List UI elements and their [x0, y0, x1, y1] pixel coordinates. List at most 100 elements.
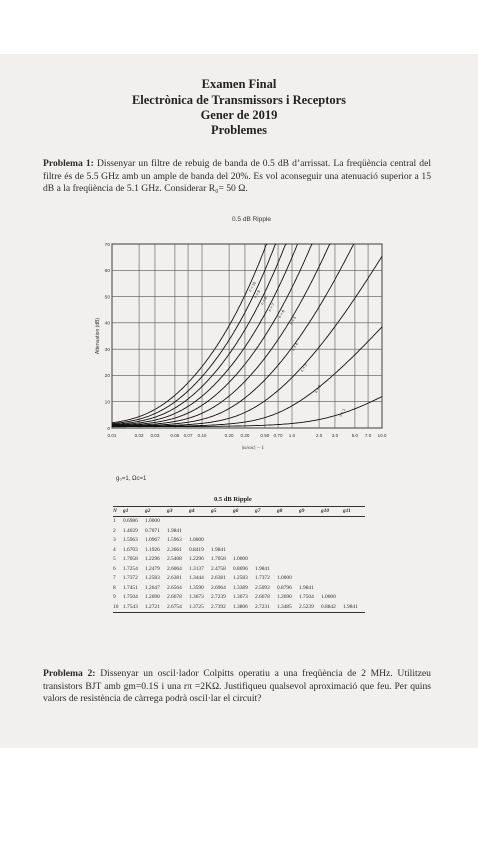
y-tick-label: 0 — [107, 426, 110, 432]
table-cell: 2.7392 — [211, 602, 233, 613]
table-cell — [321, 574, 343, 584]
table-cell: 1.9841 — [167, 527, 182, 534]
table-cell: 1.3673 — [233, 594, 248, 601]
table-header-cell: g2 — [145, 506, 167, 517]
table-cell — [321, 526, 343, 536]
series-curve — [111, 243, 268, 424]
series-curve — [111, 243, 277, 425]
series-label: n = 5 — [289, 316, 297, 325]
table-cell — [343, 564, 365, 574]
table-cell — [299, 536, 321, 546]
table-row: 8 1.7451 1.2647 2.6564 1.3590 2.6964 1.3389 2.5… — [113, 583, 365, 593]
x-tick-label: 1.0 — [289, 433, 296, 438]
table-row: 9 1.7504 1.2690 2.6678 1.3673 2.7239 1.3673 2.6… — [113, 593, 365, 603]
table-cell — [321, 536, 343, 546]
table-cell: 1.6703 — [123, 546, 138, 553]
table-cell — [343, 545, 365, 555]
table-cell: 2.6564 — [167, 584, 182, 591]
table-header-cell: g9 — [299, 506, 321, 517]
table-cell: 2.6678 — [255, 594, 270, 601]
table-cell: 1.2721 — [145, 602, 167, 613]
table-header-cell: g10 — [321, 506, 343, 517]
table-cell: 2.6064 — [167, 565, 182, 572]
table-cell — [321, 583, 343, 593]
table-cell — [255, 545, 277, 555]
x-tick-label: 0.50 — [260, 433, 269, 438]
table-cell — [233, 516, 255, 526]
series-curve — [112, 243, 299, 426]
table-cell — [343, 526, 365, 536]
table-header-cell: g1 — [123, 506, 145, 517]
table-cell: 1.2690 — [277, 594, 292, 601]
table-cell: 10 — [113, 602, 123, 613]
table-cell: 1.5963 — [123, 537, 138, 544]
table-cell: 1.9841 — [299, 584, 314, 591]
y-tick-label: 60 — [105, 268, 111, 274]
table-cell: 2.6678 — [167, 594, 182, 601]
table-row: 4 1.6703 1.1926 2.3661 0.8419 1.9841 — [113, 545, 365, 555]
series-label: n = 10 — [248, 281, 257, 292]
table-cell: 1.7254 — [123, 565, 138, 572]
table-cell: 2.6964 — [211, 584, 226, 591]
table-cell: 1.7058 — [123, 556, 138, 563]
table-cell: 1.0000 — [233, 556, 248, 563]
y-tick-label: 70 — [105, 242, 111, 248]
x-tick-label: 0.03 — [150, 433, 159, 438]
series-label: n = 2 — [314, 384, 322, 393]
table-cell: 1.2647 — [145, 584, 160, 591]
table-cell: 1.7372 — [255, 575, 270, 582]
table-cell: 2.6754 — [167, 602, 189, 613]
series-curve — [111, 256, 383, 427]
x-tick-label: 0.05 — [170, 433, 179, 438]
table-cell — [299, 526, 321, 536]
section-title: Problemes — [210, 123, 267, 137]
table-cell: 1.0000 — [145, 518, 160, 525]
table-row: 6 1.7254 1.2479 2.6064 1.3137 2.4758 0.8696 1.9… — [113, 564, 365, 574]
table-cell: 1.3590 — [189, 584, 204, 591]
table-cell: 1.7504 — [123, 594, 138, 601]
x-tick-label: 7.0 — [365, 433, 372, 438]
table-cell: 2.6381 — [167, 575, 182, 582]
table-caption: 0.5 dB Ripple — [214, 496, 252, 503]
x-tick-label: 2.0 — [316, 433, 323, 438]
table-cell: 0.8842 — [321, 602, 343, 613]
table-cell: 0.6986 — [123, 518, 138, 525]
table-cell: 1.7543 — [123, 602, 145, 613]
table-cell — [343, 555, 365, 565]
table-cell — [255, 536, 277, 546]
table-cell: 1.2296 — [145, 556, 160, 563]
table-cell: 1.5963 — [167, 537, 182, 544]
table-cell: 1.2479 — [145, 565, 160, 572]
x-tick-label: 10.0 — [378, 433, 387, 438]
x-axis-label: |ω/ωc| − 1 — [242, 445, 265, 451]
y-tick-label: 10 — [105, 400, 111, 406]
table-cell — [255, 526, 277, 536]
table-cell — [299, 545, 321, 555]
table-cell: 1.4029 — [123, 527, 138, 534]
table-cell — [277, 555, 299, 565]
table-cell — [233, 536, 255, 546]
table-cell: 1.0967 — [145, 537, 160, 544]
table-cell: 2.6381 — [211, 575, 226, 582]
table-cell: 1.3485 — [277, 602, 299, 613]
table-cell — [211, 516, 233, 526]
table-cell: 2.3661 — [167, 546, 182, 553]
table-cell: 1 — [113, 518, 116, 525]
table-header-cell: g6 — [233, 506, 255, 517]
table-cell — [299, 516, 321, 526]
table-cell: 1.2583 — [145, 575, 160, 582]
table-row: 7 1.7372 1.2583 2.6381 1.3444 2.6381 1.2583 1.7… — [113, 574, 365, 584]
table-cell: 1.3389 — [233, 584, 248, 591]
table-cell: 1.2690 — [145, 594, 160, 601]
series-curve — [111, 243, 355, 427]
table-cell: 1.9841 — [255, 565, 270, 572]
x-tick-label: 0.01 — [108, 433, 117, 438]
table-cell — [321, 545, 343, 555]
table-cell — [211, 536, 233, 546]
table-cell: 1.0000 — [321, 594, 336, 601]
chart-title: 0.5 dB Ripple — [232, 216, 272, 223]
y-tick-label: 30 — [105, 347, 111, 353]
table-body: 1 0.6986 1.0000 2 1.4029 0.7071 1.9841 3 1.5963 1… — [113, 516, 365, 613]
table-cell — [189, 526, 211, 536]
